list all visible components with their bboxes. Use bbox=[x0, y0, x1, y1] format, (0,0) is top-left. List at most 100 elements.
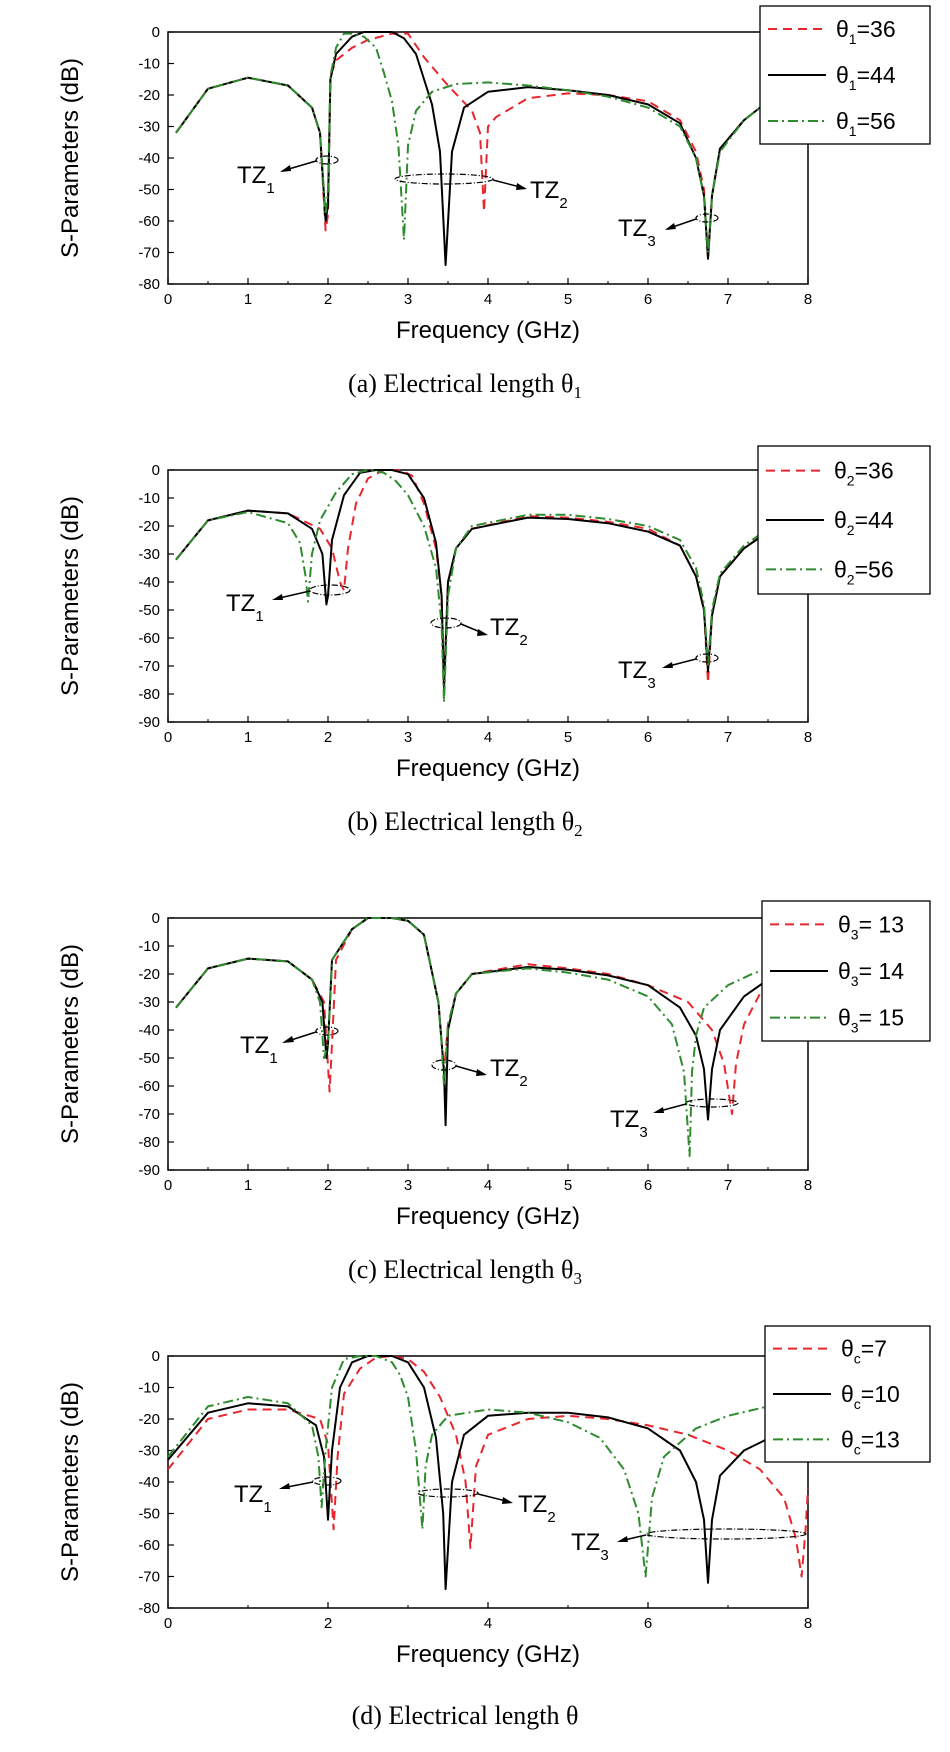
caption-c: (c) Electrical length θ3 bbox=[348, 1255, 582, 1288]
tz3-annotation: TZ3 bbox=[610, 1098, 739, 1141]
tz1-annotation: TZ1 bbox=[237, 155, 339, 197]
x-axis-label: Frequency (GHz) bbox=[396, 1641, 580, 1668]
y-tick-label: -60 bbox=[138, 1078, 160, 1095]
chart-c: 0 1 2 3 4 5 6 7 8 0 -10 -20 -30 -40 -50 -60 -70 -80 -90 TZ… bbox=[57, 900, 931, 1288]
x-tick-label: 8 bbox=[804, 1177, 812, 1194]
legend: θ2=36 θ2=44 θ2=56 bbox=[757, 445, 931, 595]
y-tick-label: -60 bbox=[138, 213, 160, 230]
legend: θc=7 θc=10 θc=13 bbox=[764, 1325, 931, 1463]
y-tick-label: -40 bbox=[138, 574, 160, 591]
svg-text:TZ3: TZ3 bbox=[618, 215, 656, 250]
legend-label: θ3= 15 bbox=[838, 1005, 904, 1036]
y-tick-label: -20 bbox=[138, 518, 160, 535]
y-tick-label: -10 bbox=[138, 56, 160, 73]
series-line bbox=[175, 469, 769, 690]
y-tick-label: -70 bbox=[138, 245, 160, 262]
svg-text:TZ2: TZ2 bbox=[490, 1055, 528, 1090]
x-tick-label: 5 bbox=[564, 1177, 572, 1194]
y-tick-label: -40 bbox=[138, 1474, 160, 1491]
series-line bbox=[175, 469, 769, 704]
y-axis-label: S-Parameters (dB) bbox=[57, 944, 84, 1144]
series-line bbox=[175, 469, 769, 690]
tz3-annotation: TZ3 bbox=[618, 213, 719, 250]
x-tick-label: 0 bbox=[164, 1615, 172, 1632]
y-tick-label: -80 bbox=[138, 686, 160, 703]
x-tick-label: 4 bbox=[484, 1615, 492, 1632]
y-tick-label: -30 bbox=[138, 546, 160, 563]
y-tick-label: -10 bbox=[138, 490, 160, 507]
x-tick-label: 6 bbox=[644, 1615, 652, 1632]
plot-frame bbox=[167, 469, 809, 723]
x-tick-label: 8 bbox=[804, 729, 812, 746]
svg-text:TZ1: TZ1 bbox=[240, 1032, 278, 1067]
x-tick-label: 0 bbox=[164, 1177, 172, 1194]
x-tick-label: 7 bbox=[724, 729, 732, 746]
x-tick-label: 0 bbox=[164, 291, 172, 308]
y-tick-label: -40 bbox=[138, 150, 160, 167]
y-tick-label: -50 bbox=[138, 1050, 160, 1067]
x-tick-label: 3 bbox=[404, 729, 412, 746]
plot-frame bbox=[167, 1355, 809, 1609]
chart-d: 0 2 4 6 8 0 -10 -20 -30 -40 -50 -60 -70 -80 TZ1 TZ2 T… bbox=[57, 1325, 931, 1730]
tz1-annotation: TZ1 bbox=[234, 1476, 342, 1516]
series-line bbox=[167, 1355, 809, 1578]
series-line bbox=[175, 917, 769, 1157]
series-line bbox=[175, 31, 769, 267]
svg-text:TZ3: TZ3 bbox=[618, 657, 656, 692]
series-line bbox=[167, 1355, 809, 1578]
y-tick-label: -20 bbox=[138, 87, 160, 104]
series-line bbox=[167, 1355, 809, 1591]
tz1-annotation: TZ1 bbox=[240, 1026, 339, 1067]
svg-text:TZ3: TZ3 bbox=[610, 1106, 648, 1141]
legend-label: θc=10 bbox=[841, 1381, 900, 1412]
x-tick-label: 5 bbox=[564, 729, 572, 746]
y-tick-label: -80 bbox=[138, 276, 160, 293]
y-tick-label: -20 bbox=[138, 966, 160, 983]
tz2-annotation: TZ2 bbox=[430, 614, 528, 649]
y-tick-label: -60 bbox=[138, 630, 160, 647]
y-tick-label: -70 bbox=[138, 1106, 160, 1123]
caption-d: (d) Electrical length θ bbox=[352, 1701, 579, 1730]
tz1-annotation: TZ1 bbox=[226, 584, 351, 625]
y-tick-label: 0 bbox=[152, 24, 160, 41]
x-axis-label: Frequency (GHz) bbox=[396, 755, 580, 782]
x-tick-label: 6 bbox=[644, 291, 652, 308]
plot-frame bbox=[167, 31, 809, 285]
x-tick-label: 2 bbox=[324, 291, 332, 308]
svg-text:TZ1: TZ1 bbox=[226, 590, 264, 625]
x-tick-label: 8 bbox=[804, 1615, 812, 1632]
y-tick-label: -30 bbox=[138, 994, 160, 1011]
legend: θ1=36 θ1=44 θ1=56 bbox=[759, 5, 931, 145]
svg-text:TZ2: TZ2 bbox=[490, 614, 528, 649]
x-tick-label: 8 bbox=[804, 291, 812, 308]
y-tick-label: -70 bbox=[138, 1569, 160, 1586]
caption-b: (b) Electrical length θ2 bbox=[347, 807, 582, 840]
y-axis-label: S-Parameters (dB) bbox=[57, 1382, 84, 1582]
x-tick-label: 4 bbox=[484, 291, 492, 308]
legend-label: θ3= 14 bbox=[838, 958, 904, 989]
x-tick-label: 3 bbox=[404, 1177, 412, 1194]
tz2-annotation: TZ2 bbox=[431, 1055, 528, 1090]
y-tick-label: -20 bbox=[138, 1411, 160, 1428]
y-tick-label: -50 bbox=[138, 182, 160, 199]
legend-label: θ1=56 bbox=[836, 108, 896, 139]
x-tick-label: 7 bbox=[724, 291, 732, 308]
legend-label: θ2=36 bbox=[834, 458, 894, 489]
y-tick-label: -90 bbox=[138, 714, 160, 731]
y-tick-label: -30 bbox=[138, 1443, 160, 1460]
x-tick-label: 6 bbox=[644, 729, 652, 746]
y-tick-label: -50 bbox=[138, 602, 160, 619]
x-tick-label: 0 bbox=[164, 729, 172, 746]
tz2-annotation: TZ2 bbox=[394, 173, 568, 212]
svg-text:TZ3: TZ3 bbox=[571, 1529, 609, 1564]
caption-a: (a) Electrical length θ1 bbox=[348, 369, 582, 402]
y-tick-label: -90 bbox=[138, 1162, 160, 1179]
y-tick-label: -10 bbox=[138, 1380, 160, 1397]
legend-label: θc=13 bbox=[841, 1426, 900, 1457]
legend-label: θ2=56 bbox=[834, 556, 894, 587]
y-axis-label: S-Parameters (dB) bbox=[57, 58, 84, 258]
x-tick-label: 4 bbox=[484, 1177, 492, 1194]
chart-a: 0 1 2 3 4 5 6 7 8 0 -10 -20 -30 -40 -50 -60 -70 -80 TZ1 T… bbox=[57, 5, 931, 402]
x-tick-label: 1 bbox=[244, 729, 252, 746]
x-axis-label: Frequency (GHz) bbox=[396, 317, 580, 344]
